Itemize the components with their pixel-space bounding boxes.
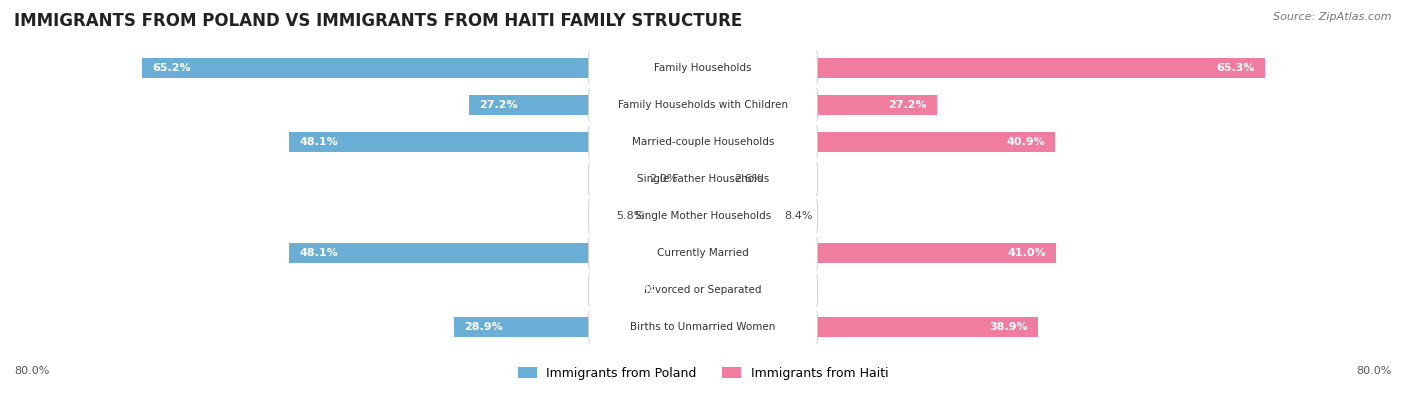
Text: Divorced or Separated: Divorced or Separated <box>644 285 762 295</box>
Bar <box>703 280 818 300</box>
Bar <box>454 317 703 337</box>
FancyBboxPatch shape <box>589 271 817 309</box>
FancyBboxPatch shape <box>589 160 817 198</box>
FancyBboxPatch shape <box>589 197 817 235</box>
Bar <box>703 317 1038 337</box>
Text: 48.1%: 48.1% <box>299 248 337 258</box>
Text: 40.9%: 40.9% <box>1007 137 1045 147</box>
Bar <box>703 58 1265 78</box>
FancyBboxPatch shape <box>589 123 817 161</box>
Text: 41.0%: 41.0% <box>1007 248 1046 258</box>
Bar <box>703 95 938 115</box>
Text: 27.2%: 27.2% <box>889 100 927 110</box>
Bar <box>606 280 703 300</box>
Bar <box>703 132 1056 152</box>
Text: 65.2%: 65.2% <box>152 63 190 73</box>
Bar <box>652 206 703 226</box>
Bar <box>703 206 775 226</box>
Bar <box>703 243 1056 263</box>
Text: 27.2%: 27.2% <box>479 100 517 110</box>
Text: 38.9%: 38.9% <box>988 322 1028 332</box>
Bar <box>288 132 703 152</box>
Text: 5.8%: 5.8% <box>616 211 644 221</box>
Text: 80.0%: 80.0% <box>14 366 49 376</box>
Text: Currently Married: Currently Married <box>657 248 749 258</box>
FancyBboxPatch shape <box>589 308 817 346</box>
Text: IMMIGRANTS FROM POLAND VS IMMIGRANTS FROM HAITI FAMILY STRUCTURE: IMMIGRANTS FROM POLAND VS IMMIGRANTS FRO… <box>14 12 742 30</box>
Text: 28.9%: 28.9% <box>464 322 503 332</box>
Text: 80.0%: 80.0% <box>1357 366 1392 376</box>
Legend: Immigrants from Poland, Immigrants from Haiti: Immigrants from Poland, Immigrants from … <box>513 362 893 385</box>
Text: Single Father Households: Single Father Households <box>637 174 769 184</box>
Text: 48.1%: 48.1% <box>299 137 337 147</box>
Text: Married-couple Households: Married-couple Households <box>631 137 775 147</box>
Text: 8.4%: 8.4% <box>785 211 813 221</box>
Text: Family Households with Children: Family Households with Children <box>619 100 787 110</box>
Text: Family Households: Family Households <box>654 63 752 73</box>
Text: Births to Unmarried Women: Births to Unmarried Women <box>630 322 776 332</box>
Text: Source: ZipAtlas.com: Source: ZipAtlas.com <box>1274 12 1392 22</box>
Text: Single Mother Households: Single Mother Households <box>636 211 770 221</box>
Bar <box>686 169 703 189</box>
Text: 13.4%: 13.4% <box>769 285 808 295</box>
Bar <box>468 95 703 115</box>
FancyBboxPatch shape <box>589 49 817 87</box>
Bar <box>288 243 703 263</box>
Text: 2.6%: 2.6% <box>734 174 762 184</box>
FancyBboxPatch shape <box>589 234 817 272</box>
FancyBboxPatch shape <box>589 86 817 124</box>
Text: 65.3%: 65.3% <box>1216 63 1256 73</box>
Bar <box>703 169 725 189</box>
Text: 11.2%: 11.2% <box>617 285 655 295</box>
Text: 2.0%: 2.0% <box>648 174 678 184</box>
Bar <box>142 58 703 78</box>
